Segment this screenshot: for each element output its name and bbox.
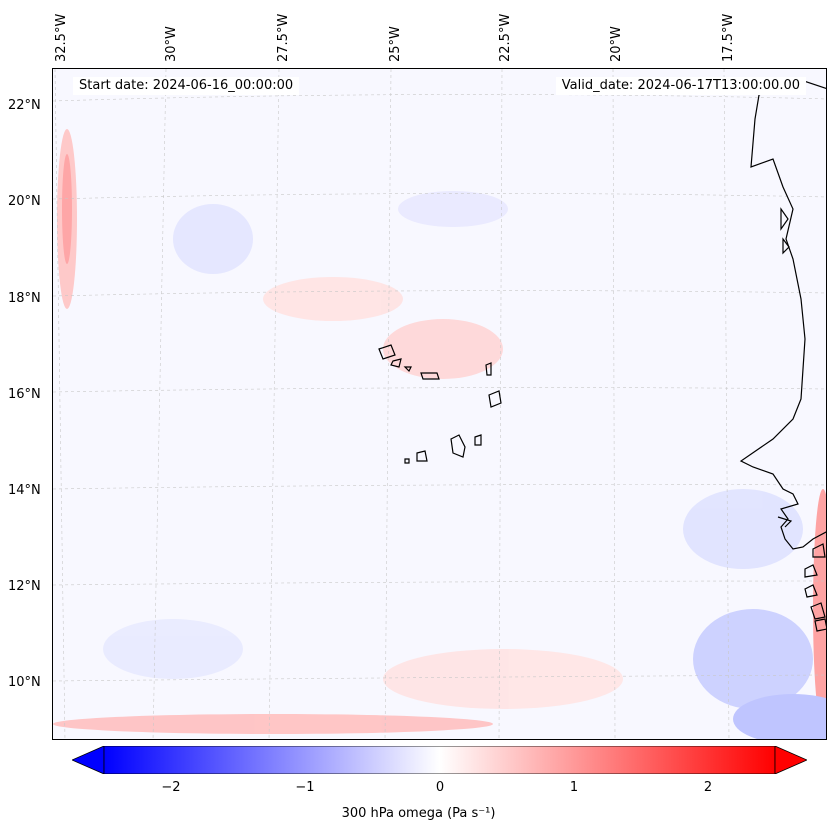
omega-positive-center: [383, 319, 503, 379]
island-maio: [474, 434, 482, 446]
island-boa-vista: [488, 390, 502, 408]
omega-positive-west-edge-inner: [62, 154, 72, 264]
lon-label-22.5w: 22.5°W: [498, 13, 513, 62]
omega-negative-southeast: [733, 694, 826, 739]
island-sao-vicente: [390, 358, 402, 368]
omega-map-panel: Start date: 2024-06-16_00:00:00 Valid_da…: [52, 68, 827, 740]
lon-label-32.5w: 32.5°W: [54, 13, 69, 62]
colorbar-extend-left: [71, 745, 105, 775]
lon-label-30w: 30°W: [164, 26, 179, 62]
colorbar-gradient: [103, 745, 776, 775]
lat-label-22n: 22°N: [8, 98, 41, 113]
cape-verde-islands: [378, 344, 502, 464]
lat-label-12n: 12°N: [8, 579, 41, 594]
west-africa-coastline: [739, 78, 826, 550]
dakar-coast-detail: [780, 207, 790, 255]
lat-label-20n: 20°N: [8, 194, 41, 209]
lat-label-10n: 10°N: [8, 675, 41, 690]
lat-label-18n: 18°N: [8, 291, 41, 306]
colorbar-tick-1: 1: [569, 780, 579, 795]
valid-date-label: Valid_date: 2024-06-17T13:00:00.00: [555, 77, 806, 95]
island-brava: [404, 458, 410, 464]
omega-positive-east-edge: [813, 489, 826, 729]
omega-negative-north: [398, 191, 508, 227]
island-santiago: [450, 434, 466, 458]
colorbar-tick-2: 2: [703, 780, 713, 795]
colorbar-label: 300 hPa omega (Pa s⁻¹): [341, 806, 496, 821]
senegal-river-mouth: [777, 516, 793, 528]
island-sal: [485, 362, 492, 376]
omega-positive-south-center: [383, 649, 623, 709]
island-fogo: [416, 450, 428, 462]
start-date-label: Start date: 2024-06-16_00:00:00: [73, 77, 300, 95]
graticule: [53, 69, 826, 739]
guinea-bissau-islands: [804, 543, 826, 632]
omega-field: [53, 129, 826, 739]
island-santo-antao: [378, 344, 396, 360]
omega-negative-guinea: [683, 489, 803, 569]
lon-label-25w: 25°W: [388, 26, 403, 62]
omega-negative-southwest: [103, 619, 243, 679]
lat-label-14n: 14°N: [8, 483, 41, 498]
lon-label-20w: 20°W: [609, 26, 624, 62]
omega-negative-east-coast: [693, 609, 813, 709]
island-santa-luzia: [403, 366, 412, 373]
colorbar-tick-neg2: −2: [161, 780, 181, 795]
colorbar: [71, 745, 808, 775]
colorbar-extend-right: [774, 745, 808, 775]
island-sao-nicolau: [420, 372, 440, 380]
lon-label-27.5w: 27.5°W: [276, 13, 291, 62]
colorbar-tick-0: 0: [435, 780, 445, 795]
omega-positive-southern-band: [53, 714, 493, 734]
omega-negative-northwest: [173, 204, 253, 274]
omega-positive-north: [263, 277, 403, 321]
lat-label-16n: 16°N: [8, 387, 41, 402]
lon-label-17.5w: 17.5°W: [721, 13, 736, 62]
omega-field-map: [53, 69, 826, 739]
colorbar-tick-neg1: −1: [295, 780, 315, 795]
colorbar-graphic: [71, 745, 808, 775]
